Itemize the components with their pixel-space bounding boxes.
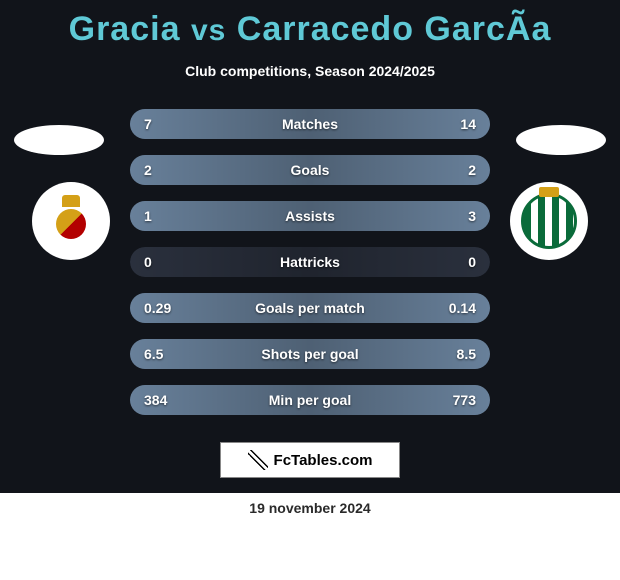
comparison-card: Gracia vs Carracedo GarcÃa Club competit… bbox=[0, 0, 620, 580]
stat-row: 7Matches14 bbox=[130, 109, 490, 139]
stat-row: 0.29Goals per match0.14 bbox=[130, 293, 490, 323]
stat-value-left: 1 bbox=[130, 208, 220, 224]
subtitle: Club competitions, Season 2024/2025 bbox=[0, 63, 620, 79]
team-left-disc bbox=[14, 125, 104, 155]
team-left-logo bbox=[32, 182, 110, 260]
stat-value-right: 0.14 bbox=[400, 300, 490, 316]
stat-value-left: 6.5 bbox=[130, 346, 220, 362]
stat-label: Goals per match bbox=[220, 300, 400, 316]
stat-value-left: 0 bbox=[130, 254, 220, 270]
stat-value-left: 384 bbox=[130, 392, 220, 408]
stat-label: Assists bbox=[220, 208, 400, 224]
stats-list: 7Matches14 2Goals2 1Assists3 0Hattricks0 0.2… bbox=[130, 109, 490, 415]
date-label: 19 november 2024 bbox=[0, 500, 620, 516]
page-title: Gracia vs Carracedo GarcÃa bbox=[0, 0, 620, 49]
cordoba-crest-icon bbox=[517, 189, 581, 253]
stat-value-right: 8.5 bbox=[400, 346, 490, 362]
content: Gracia vs Carracedo GarcÃa Club competit… bbox=[0, 0, 620, 415]
stat-value-right: 2 bbox=[400, 162, 490, 178]
stat-label: Matches bbox=[220, 116, 400, 132]
stat-value-right: 14 bbox=[400, 116, 490, 132]
stat-label: Shots per goal bbox=[220, 346, 400, 362]
stat-label: Hattricks bbox=[220, 254, 400, 270]
stat-row: 2Goals2 bbox=[130, 155, 490, 185]
stat-row: 384Min per goal773 bbox=[130, 385, 490, 415]
watermark-badge[interactable]: FcTables.com bbox=[220, 442, 400, 478]
stat-label: Min per goal bbox=[220, 392, 400, 408]
stat-value-left: 2 bbox=[130, 162, 220, 178]
team-right-logo bbox=[510, 182, 588, 260]
stat-value-left: 0.29 bbox=[130, 300, 220, 316]
vs-label: vs bbox=[191, 14, 226, 47]
stat-row: 6.5Shots per goal8.5 bbox=[130, 339, 490, 369]
stat-value-right: 773 bbox=[400, 392, 490, 408]
team-right-disc bbox=[516, 125, 606, 155]
player1-name: Gracia bbox=[69, 10, 181, 48]
player2-name: Carracedo GarcÃa bbox=[237, 10, 552, 48]
stat-value-right: 3 bbox=[400, 208, 490, 224]
stat-value-right: 0 bbox=[400, 254, 490, 270]
stat-value-left: 7 bbox=[130, 116, 220, 132]
fctables-logo-icon bbox=[248, 450, 268, 470]
zaragoza-crest-icon bbox=[41, 191, 101, 251]
stat-row: 0Hattricks0 bbox=[130, 247, 490, 277]
watermark-text: FcTables.com bbox=[274, 452, 373, 469]
stat-row: 1Assists3 bbox=[130, 201, 490, 231]
stat-label: Goals bbox=[220, 162, 400, 178]
